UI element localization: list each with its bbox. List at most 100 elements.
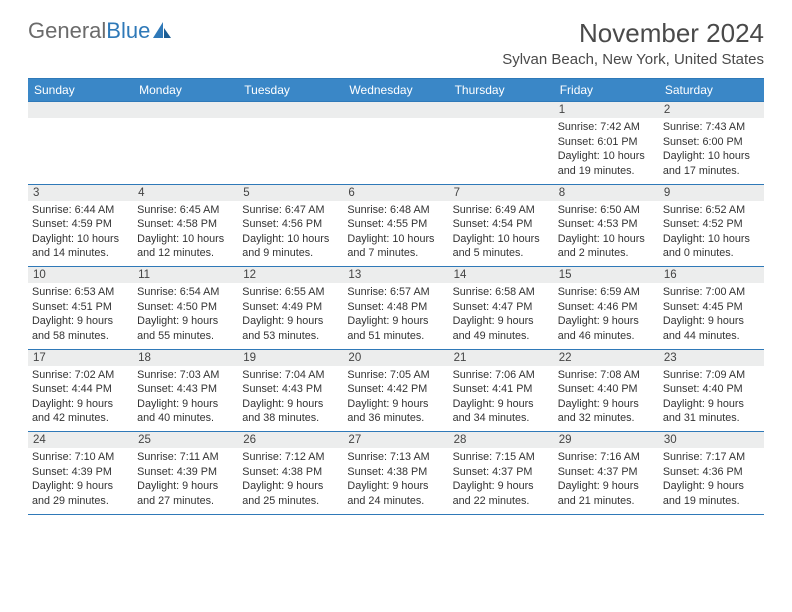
month-title: November 2024 — [502, 18, 764, 49]
sunset-text: Sunset: 4:58 PM — [137, 217, 234, 232]
sunrise-text: Sunrise: 6:58 AM — [453, 285, 550, 300]
sunset-text: Sunset: 4:45 PM — [663, 300, 760, 315]
sunset-text: Sunset: 6:01 PM — [558, 135, 655, 150]
daylight-text: Daylight: 9 hours and 24 minutes. — [347, 479, 444, 508]
sunrise-text: Sunrise: 6:47 AM — [242, 203, 339, 218]
weekday-header: Saturday — [659, 79, 764, 102]
day-content-cell: Sunrise: 7:08 AMSunset: 4:40 PMDaylight:… — [554, 366, 659, 432]
day-number-cell: 15 — [554, 267, 659, 284]
day-content-row: Sunrise: 7:42 AMSunset: 6:01 PMDaylight:… — [28, 118, 764, 184]
logo: GeneralBlue — [28, 18, 175, 44]
location-text: Sylvan Beach, New York, United States — [502, 51, 764, 68]
sunrise-text: Sunrise: 7:17 AM — [663, 450, 760, 465]
sunrise-text: Sunrise: 7:43 AM — [663, 120, 760, 135]
day-content-cell: Sunrise: 6:45 AMSunset: 4:58 PMDaylight:… — [133, 201, 238, 267]
sunrise-text: Sunrise: 7:16 AM — [558, 450, 655, 465]
sunset-text: Sunset: 4:59 PM — [32, 217, 129, 232]
sunset-text: Sunset: 4:43 PM — [137, 382, 234, 397]
day-content-cell: Sunrise: 7:09 AMSunset: 4:40 PMDaylight:… — [659, 366, 764, 432]
day-number-cell: 5 — [238, 184, 343, 201]
daylight-text: Daylight: 9 hours and 46 minutes. — [558, 314, 655, 343]
sunrise-text: Sunrise: 6:59 AM — [558, 285, 655, 300]
sunrise-text: Sunrise: 7:42 AM — [558, 120, 655, 135]
sunset-text: Sunset: 4:47 PM — [453, 300, 550, 315]
daylight-text: Daylight: 10 hours and 0 minutes. — [663, 232, 760, 261]
sunrise-text: Sunrise: 6:44 AM — [32, 203, 129, 218]
day-number-cell: 17 — [28, 349, 133, 366]
day-number-cell — [449, 102, 554, 119]
sunrise-text: Sunrise: 6:45 AM — [137, 203, 234, 218]
day-content-cell — [449, 118, 554, 184]
sunset-text: Sunset: 4:56 PM — [242, 217, 339, 232]
sunset-text: Sunset: 4:55 PM — [347, 217, 444, 232]
calendar-table: Sunday Monday Tuesday Wednesday Thursday… — [28, 78, 764, 515]
daylight-text: Daylight: 9 hours and 31 minutes. — [663, 397, 760, 426]
day-number-cell: 11 — [133, 267, 238, 284]
page-header: GeneralBlue November 2024 Sylvan Beach, … — [28, 18, 764, 68]
day-content-cell: Sunrise: 6:47 AMSunset: 4:56 PMDaylight:… — [238, 201, 343, 267]
daylight-text: Daylight: 10 hours and 14 minutes. — [32, 232, 129, 261]
daylight-text: Daylight: 9 hours and 21 minutes. — [558, 479, 655, 508]
weekday-header-row: Sunday Monday Tuesday Wednesday Thursday… — [28, 79, 764, 102]
sunset-text: Sunset: 4:53 PM — [558, 217, 655, 232]
weekday-header: Sunday — [28, 79, 133, 102]
sunset-text: Sunset: 4:49 PM — [242, 300, 339, 315]
day-number-cell: 6 — [343, 184, 448, 201]
sunrise-text: Sunrise: 7:03 AM — [137, 368, 234, 383]
day-number-row: 17181920212223 — [28, 349, 764, 366]
sunset-text: Sunset: 4:41 PM — [453, 382, 550, 397]
day-number-cell: 22 — [554, 349, 659, 366]
sunrise-text: Sunrise: 7:13 AM — [347, 450, 444, 465]
day-number-cell: 26 — [238, 432, 343, 449]
day-content-row: Sunrise: 7:02 AMSunset: 4:44 PMDaylight:… — [28, 366, 764, 432]
daylight-text: Daylight: 9 hours and 38 minutes. — [242, 397, 339, 426]
weekday-header: Wednesday — [343, 79, 448, 102]
sunset-text: Sunset: 4:36 PM — [663, 465, 760, 480]
daylight-text: Daylight: 9 hours and 42 minutes. — [32, 397, 129, 426]
sunset-text: Sunset: 4:40 PM — [663, 382, 760, 397]
daylight-text: Daylight: 9 hours and 19 minutes. — [663, 479, 760, 508]
day-content-cell: Sunrise: 7:10 AMSunset: 4:39 PMDaylight:… — [28, 448, 133, 514]
day-number-row: 24252627282930 — [28, 432, 764, 449]
daylight-text: Daylight: 9 hours and 22 minutes. — [453, 479, 550, 508]
sunset-text: Sunset: 4:54 PM — [453, 217, 550, 232]
day-content-cell: Sunrise: 7:43 AMSunset: 6:00 PMDaylight:… — [659, 118, 764, 184]
sunrise-text: Sunrise: 6:53 AM — [32, 285, 129, 300]
sunset-text: Sunset: 4:46 PM — [558, 300, 655, 315]
day-content-cell: Sunrise: 7:13 AMSunset: 4:38 PMDaylight:… — [343, 448, 448, 514]
day-number-cell: 14 — [449, 267, 554, 284]
day-content-cell: Sunrise: 7:15 AMSunset: 4:37 PMDaylight:… — [449, 448, 554, 514]
sunrise-text: Sunrise: 7:04 AM — [242, 368, 339, 383]
title-block: November 2024 Sylvan Beach, New York, Un… — [502, 18, 764, 68]
sunset-text: Sunset: 4:44 PM — [32, 382, 129, 397]
day-number-cell — [133, 102, 238, 119]
day-content-row: Sunrise: 6:53 AMSunset: 4:51 PMDaylight:… — [28, 283, 764, 349]
sunset-text: Sunset: 4:50 PM — [137, 300, 234, 315]
weekday-header: Monday — [133, 79, 238, 102]
daylight-text: Daylight: 9 hours and 32 minutes. — [558, 397, 655, 426]
daylight-text: Daylight: 10 hours and 7 minutes. — [347, 232, 444, 261]
logo-text-1: General — [28, 18, 106, 44]
sunrise-text: Sunrise: 7:06 AM — [453, 368, 550, 383]
daylight-text: Daylight: 9 hours and 58 minutes. — [32, 314, 129, 343]
daylight-text: Daylight: 9 hours and 40 minutes. — [137, 397, 234, 426]
sunrise-text: Sunrise: 7:05 AM — [347, 368, 444, 383]
daylight-text: Daylight: 9 hours and 25 minutes. — [242, 479, 339, 508]
sunrise-text: Sunrise: 7:00 AM — [663, 285, 760, 300]
sunset-text: Sunset: 4:37 PM — [453, 465, 550, 480]
sunset-text: Sunset: 4:40 PM — [558, 382, 655, 397]
sunrise-text: Sunrise: 6:49 AM — [453, 203, 550, 218]
day-number-cell: 23 — [659, 349, 764, 366]
day-number-cell: 19 — [238, 349, 343, 366]
day-content-cell — [28, 118, 133, 184]
weekday-header: Tuesday — [238, 79, 343, 102]
day-content-cell: Sunrise: 7:06 AMSunset: 4:41 PMDaylight:… — [449, 366, 554, 432]
day-number-cell: 27 — [343, 432, 448, 449]
day-number-cell: 28 — [449, 432, 554, 449]
sunrise-text: Sunrise: 6:50 AM — [558, 203, 655, 218]
sunrise-text: Sunrise: 7:12 AM — [242, 450, 339, 465]
day-number-cell: 29 — [554, 432, 659, 449]
weekday-header: Friday — [554, 79, 659, 102]
sunrise-text: Sunrise: 6:54 AM — [137, 285, 234, 300]
day-number-cell: 12 — [238, 267, 343, 284]
